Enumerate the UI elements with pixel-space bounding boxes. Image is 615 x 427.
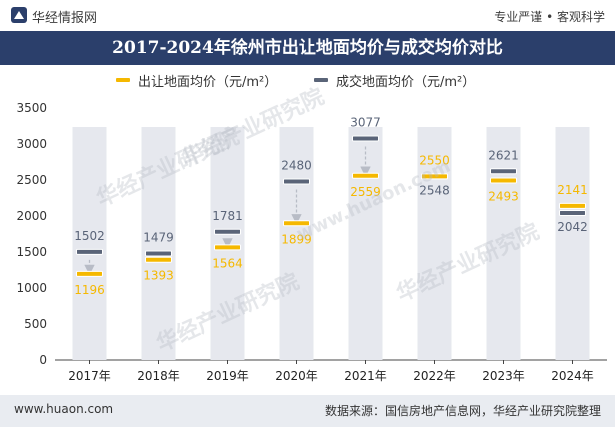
footer-bar <box>0 395 615 427</box>
legend-swatch-deal <box>314 78 328 82</box>
transfer-price-mark <box>283 220 310 227</box>
y-tick-label: 2500 <box>16 173 47 187</box>
y-tick-label: 1500 <box>16 245 47 259</box>
x-tick-label: 2022年 <box>413 369 456 383</box>
column-background <box>72 127 107 360</box>
column-background <box>141 127 176 360</box>
column-background <box>486 127 521 360</box>
tagline: 专业严谨 • 客观科学 <box>494 10 605 24</box>
y-tick-label: 500 <box>24 317 47 331</box>
title-bar <box>0 31 615 65</box>
column-background <box>210 127 245 360</box>
legend-swatch-transfer <box>116 78 130 82</box>
transfer-price-label: 2550 <box>419 153 450 167</box>
column-background <box>417 127 452 360</box>
bar-chart: 0 500 1000 1500 2000 2500 3000 3500 2017年 1502 119… <box>16 101 607 383</box>
transfer-price-label: 1899 <box>281 232 312 246</box>
legend-label-deal: 成交地面均价（元/m²） <box>336 75 476 90</box>
y-tick-label: 2000 <box>16 209 47 223</box>
y-tick-label: 3500 <box>16 101 47 115</box>
footer-site: www.huaon.com <box>14 402 114 416</box>
x-tick-label: 2019年 <box>206 369 249 383</box>
transfer-price-mark <box>76 270 103 277</box>
footer-source: 数据来源：国信房地产信息网，华经产业研究院整理 <box>324 404 601 418</box>
transfer-price-label: 1196 <box>74 283 105 297</box>
x-tick-label: 2024年 <box>551 369 594 383</box>
x-tick-label: 2023年 <box>482 369 525 383</box>
x-tick-label: 2017年 <box>68 369 111 383</box>
transfer-price-label: 2141 <box>557 183 588 197</box>
column-background <box>555 127 590 360</box>
transfer-price-label: 1393 <box>143 269 174 283</box>
deal-price-mark <box>490 168 517 175</box>
deal-price-mark <box>214 228 241 235</box>
deal-price-mark <box>283 178 310 185</box>
transfer-price-mark <box>559 202 586 209</box>
x-tick-label: 2020年 <box>275 369 318 383</box>
deal-price-label: 2548 <box>419 184 450 198</box>
deal-price-label: 2621 <box>488 148 519 162</box>
deal-price-mark <box>145 250 172 257</box>
chart-title: 2017-2024年徐州市出让地面均价与成交均价对比 <box>112 38 503 58</box>
deal-price-mark <box>352 135 379 142</box>
legend-label-transfer: 出让地面均价（元/m²） <box>138 75 278 90</box>
deal-price-label: 1502 <box>74 229 105 243</box>
brand-name: 华经情报网 <box>32 11 98 26</box>
transfer-price-label: 1564 <box>212 256 243 270</box>
transfer-price-mark <box>352 172 379 179</box>
deal-price-mark <box>559 209 586 216</box>
y-tick-label: 1000 <box>16 281 47 295</box>
transfer-price-label: 2559 <box>350 185 381 199</box>
transfer-price-mark <box>145 256 172 263</box>
x-tick-label: 2021年 <box>344 369 387 383</box>
deal-price-label: 1479 <box>143 231 174 245</box>
y-tick-label: 3000 <box>16 137 47 151</box>
column-background <box>348 127 383 360</box>
deal-price-mark <box>76 248 103 255</box>
deal-price-label: 1781 <box>212 209 243 223</box>
deal-price-label: 2042 <box>557 220 588 234</box>
deal-price-label: 2480 <box>281 158 312 172</box>
column-background <box>279 127 314 360</box>
top-bar: 华经情报网 专业严谨 • 客观科学 <box>0 0 615 30</box>
x-tick-label: 2018年 <box>137 369 180 383</box>
transfer-price-mark <box>421 173 448 180</box>
transfer-price-mark <box>214 244 241 251</box>
huajing-logo-icon <box>11 7 27 23</box>
y-tick-label: 0 <box>39 353 47 367</box>
transfer-price-mark <box>490 177 517 184</box>
deal-price-label: 3077 <box>350 115 381 129</box>
transfer-price-label: 2493 <box>488 190 519 204</box>
